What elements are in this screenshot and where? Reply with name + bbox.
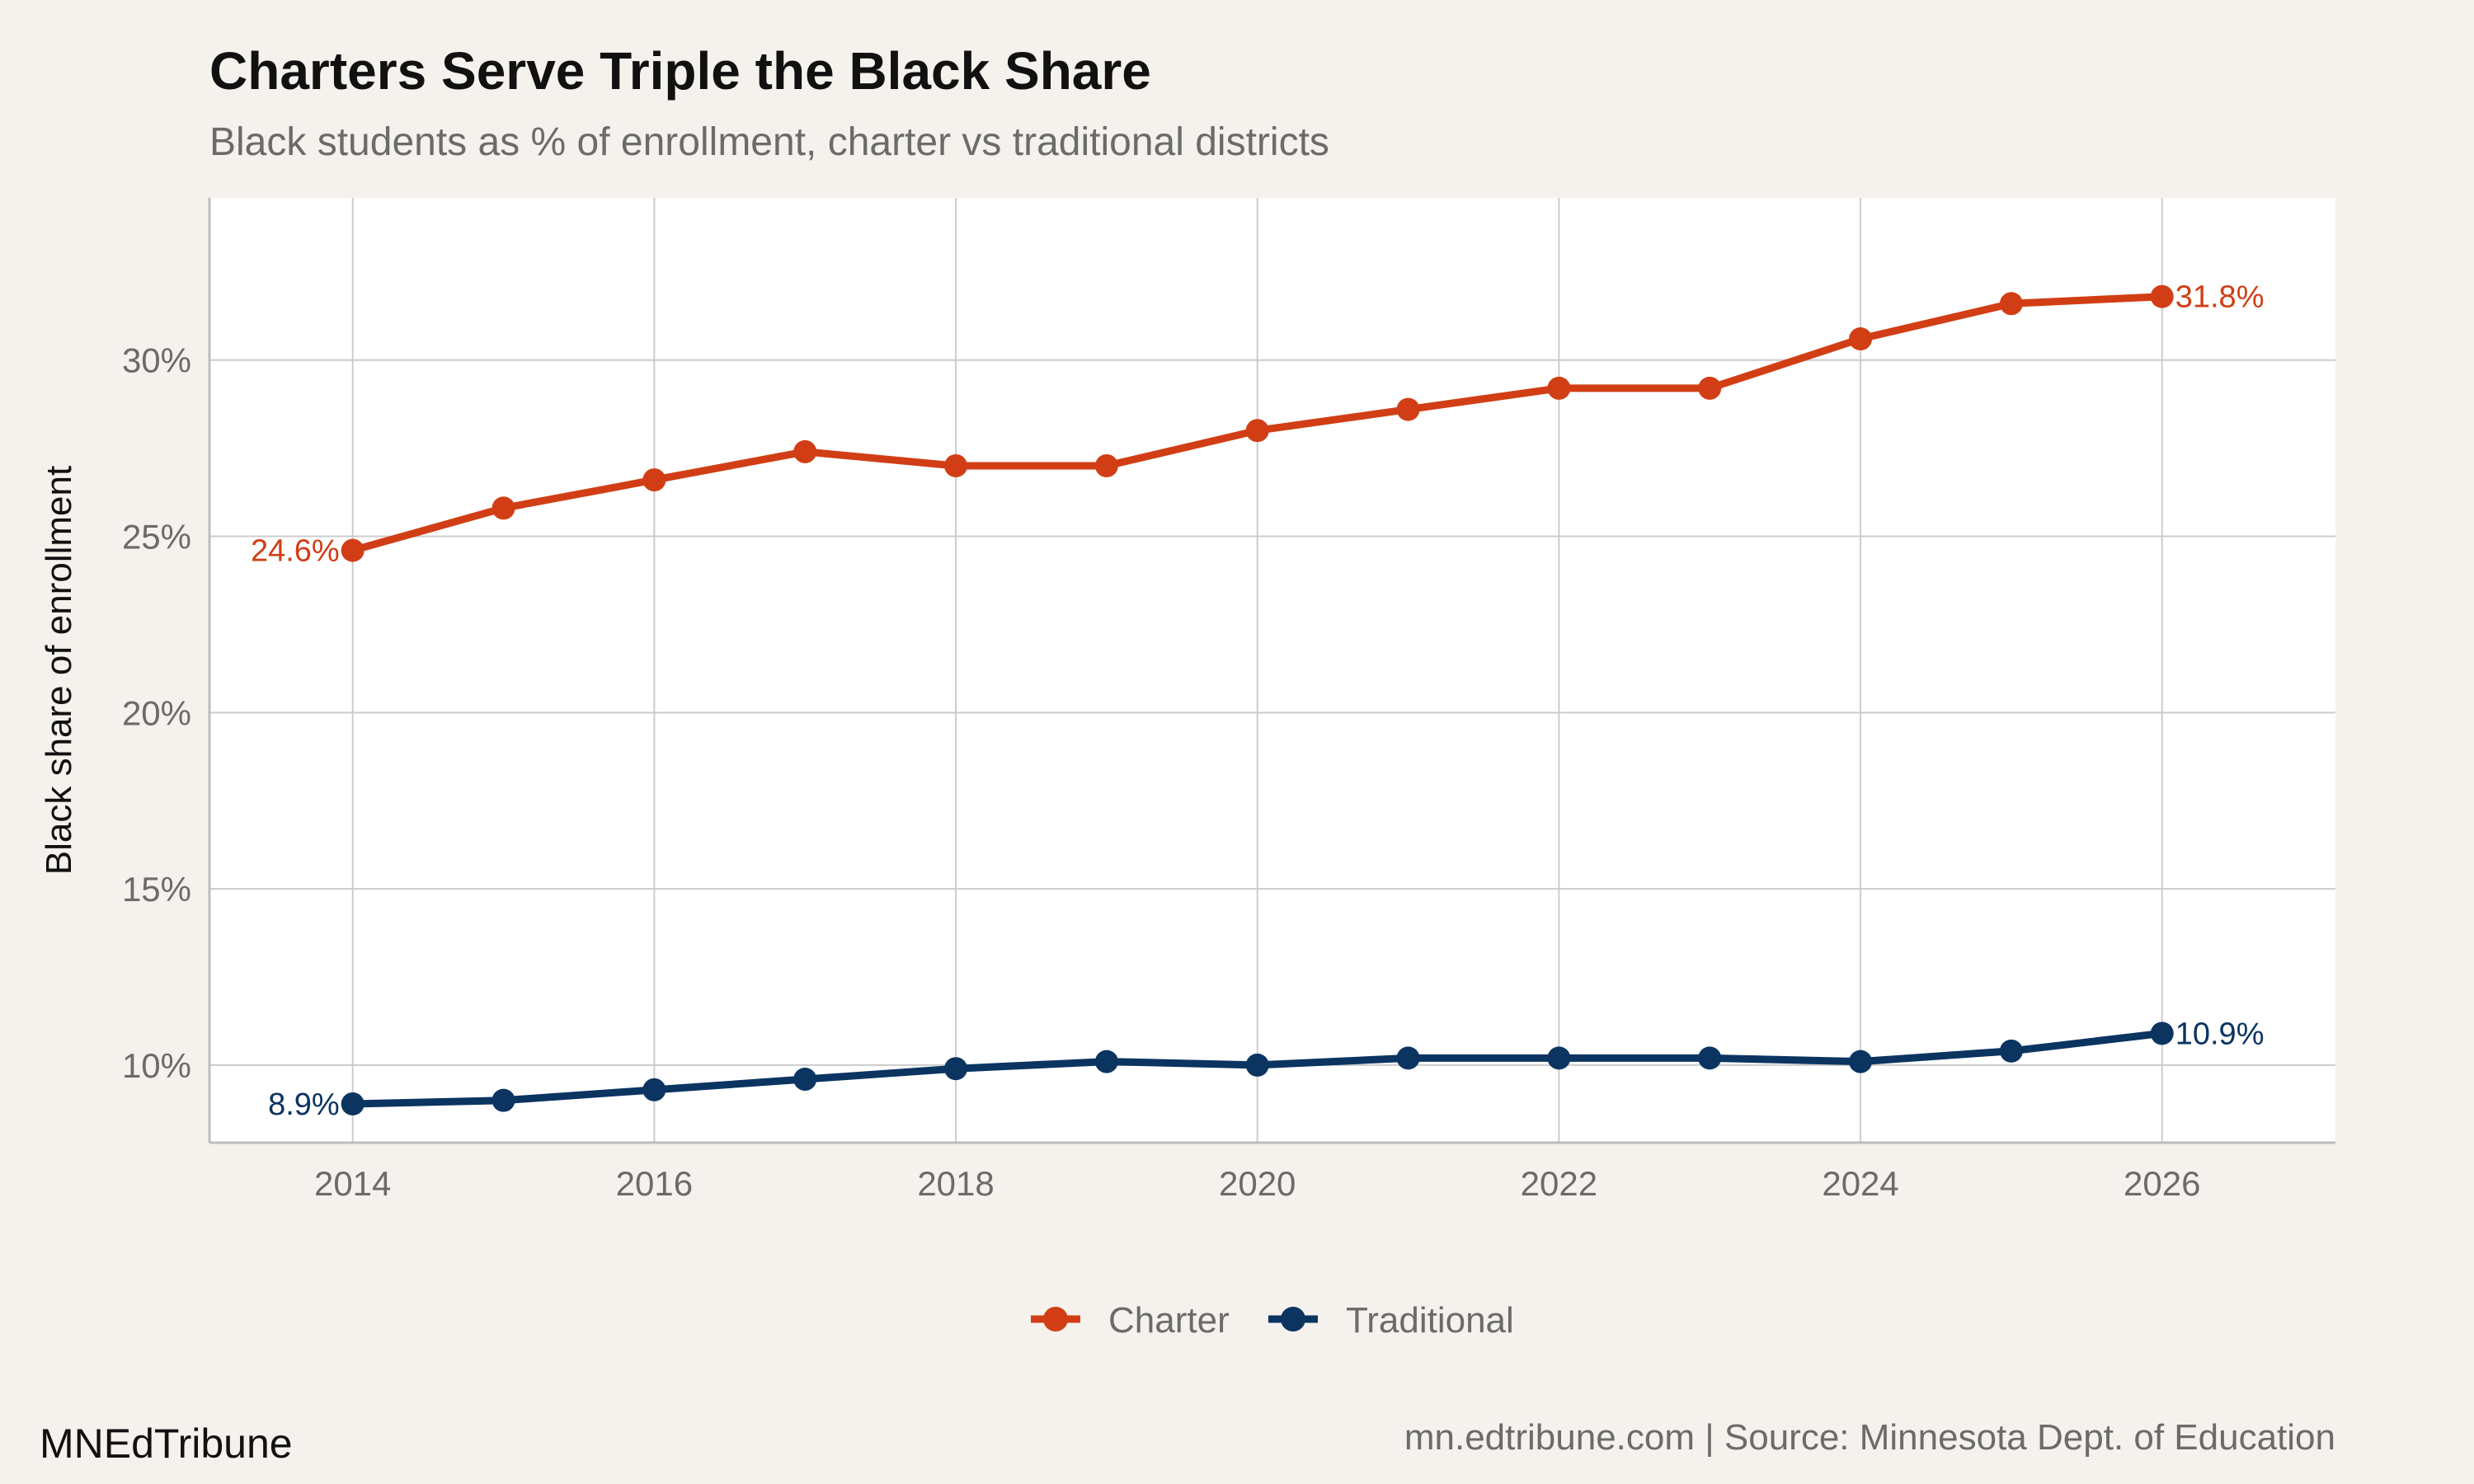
traditional-point [341, 1092, 365, 1115]
traditional-point [642, 1078, 666, 1101]
charter-point [1849, 327, 1873, 351]
series-group: 24.6% 31.8% 8.9% 10.9% [251, 280, 2265, 1122]
y-tick-label: 30% [122, 341, 191, 380]
charter-point [1396, 397, 1420, 421]
legend-traditional-label: Traditional [1346, 1300, 1514, 1341]
charter-start-label: 24.6% [251, 534, 340, 569]
traditional-point [492, 1088, 515, 1112]
brand-name: MNEdTribune [40, 1421, 293, 1467]
charter-point [1094, 453, 1118, 477]
x-tick-labels: 2014 2016 2018 2020 2022 2024 2026 [314, 1164, 2200, 1203]
traditional-point [1094, 1050, 1118, 1073]
traditional-point [1999, 1039, 2023, 1063]
traditional-start-label: 8.9% [268, 1087, 340, 1122]
charter-point [492, 496, 515, 520]
traditional-point [1849, 1050, 1873, 1073]
grid-lines [209, 198, 2335, 1143]
y-tick-label: 20% [122, 693, 191, 732]
x-tick-label: 2016 [616, 1164, 693, 1203]
y-tick-label: 25% [122, 518, 191, 556]
x-tick-label: 2020 [1219, 1164, 1296, 1203]
chart-subtitle: Black students as % of enrollment, chart… [209, 120, 1329, 164]
traditional-point [944, 1057, 968, 1081]
traditional-point [1547, 1046, 1571, 1070]
y-axis-label: Black share of enrollment [39, 466, 79, 875]
traditional-end-label: 10.9% [2175, 1017, 2265, 1051]
legend-charter-marker [1043, 1307, 1068, 1331]
x-tick-label: 2022 [1521, 1164, 1597, 1203]
charter-point [1547, 376, 1571, 400]
traditional-point [1396, 1046, 1420, 1070]
charter-point [642, 468, 666, 492]
charter-point [944, 453, 968, 477]
plot-panel [209, 198, 2335, 1143]
charter-point [2150, 284, 2174, 308]
x-tick-label: 2026 [2124, 1164, 2200, 1203]
traditional-point [1245, 1053, 1269, 1077]
x-tick-label: 2024 [1822, 1164, 1898, 1203]
charter-point [1245, 419, 1269, 443]
chart-title: Charters Serve Triple the Black Share [209, 41, 1151, 101]
y-tick-labels: 10% 15% 20% 25% 30% [122, 341, 191, 1085]
x-tick-label: 2018 [917, 1164, 994, 1203]
legend-charter-label: Charter [1108, 1300, 1230, 1341]
charter-point [1698, 376, 1722, 400]
y-tick-label: 10% [122, 1046, 191, 1085]
legend-traditional-marker [1281, 1307, 1305, 1331]
traditional-point [2150, 1021, 2174, 1045]
charter-point [1999, 292, 2023, 316]
source-note: mn.edtribune.com | Source: Minnesota Dep… [1404, 1417, 2335, 1458]
y-tick-label: 15% [122, 870, 191, 909]
legend: Charter Traditional [1031, 1300, 1514, 1341]
traditional-point [1698, 1046, 1722, 1070]
charter-end-label: 31.8% [2175, 280, 2265, 315]
x-tick-label: 2014 [314, 1164, 391, 1203]
traditional-point [793, 1068, 817, 1092]
charter-point [341, 538, 365, 562]
charter-point [793, 439, 817, 463]
